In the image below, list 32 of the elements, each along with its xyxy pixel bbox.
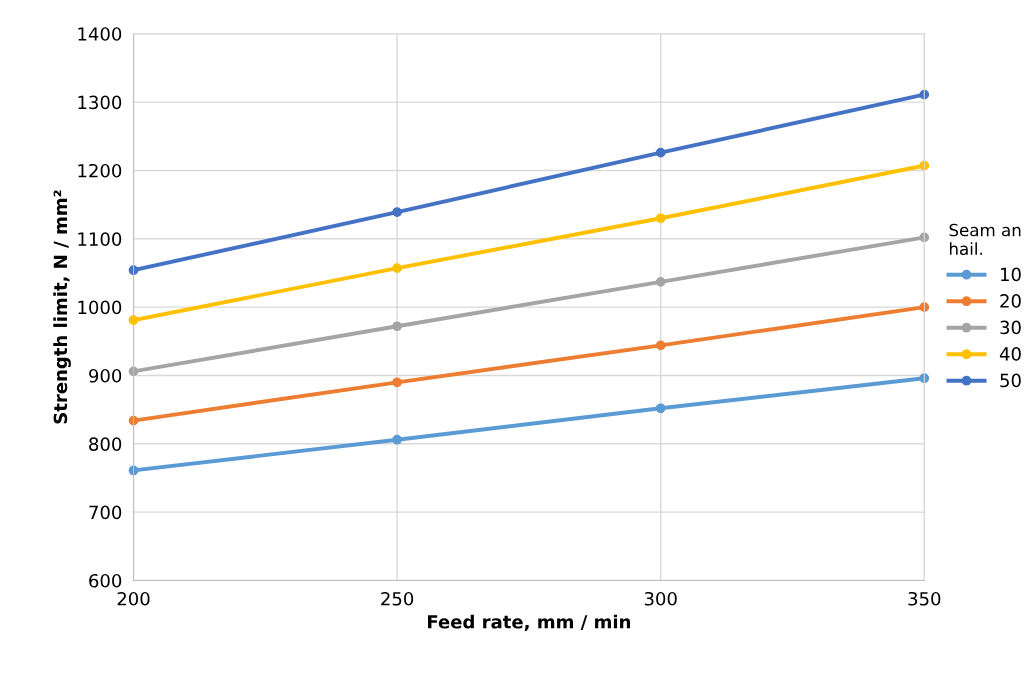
legend-label: 20 xyxy=(1000,294,1021,308)
y-tick-label: 1200 xyxy=(78,163,122,178)
y-tick-label: 900 xyxy=(89,368,122,383)
point xyxy=(655,403,666,414)
y-axis-title: Strength limit, N / mm² xyxy=(53,190,71,424)
y-tick-label: 800 xyxy=(89,437,122,451)
x-axis-title: Feed rate, mm / min xyxy=(428,614,631,631)
point xyxy=(392,434,402,445)
point xyxy=(392,377,402,388)
x-tick-label: 300 xyxy=(644,591,677,606)
point xyxy=(655,276,666,287)
legend-label: 30 xyxy=(1000,320,1021,335)
y-tick-label: 1300 xyxy=(78,95,122,110)
y-tick-label: 700 xyxy=(89,505,122,520)
y-tick-label: 1400 xyxy=(78,27,122,41)
y-tick-label: 1100 xyxy=(78,232,122,246)
legend-label: 40 xyxy=(999,347,1021,361)
point xyxy=(128,315,139,325)
legend-label: 10 xyxy=(1001,267,1021,282)
x-tick-label: 250 xyxy=(381,591,414,606)
y-tick-label: 1000 xyxy=(78,300,122,315)
x-tick-label: 200 xyxy=(117,591,150,606)
point xyxy=(655,213,666,224)
point xyxy=(392,207,402,217)
y-tick-label: 600 xyxy=(89,573,122,588)
point xyxy=(655,340,666,351)
point xyxy=(392,321,402,332)
point xyxy=(392,263,402,274)
x-tick-label: 350 xyxy=(908,591,941,606)
legend-title: Seam an hail. xyxy=(949,223,1021,256)
legend-label: 50 xyxy=(1000,373,1021,388)
point xyxy=(655,147,666,158)
